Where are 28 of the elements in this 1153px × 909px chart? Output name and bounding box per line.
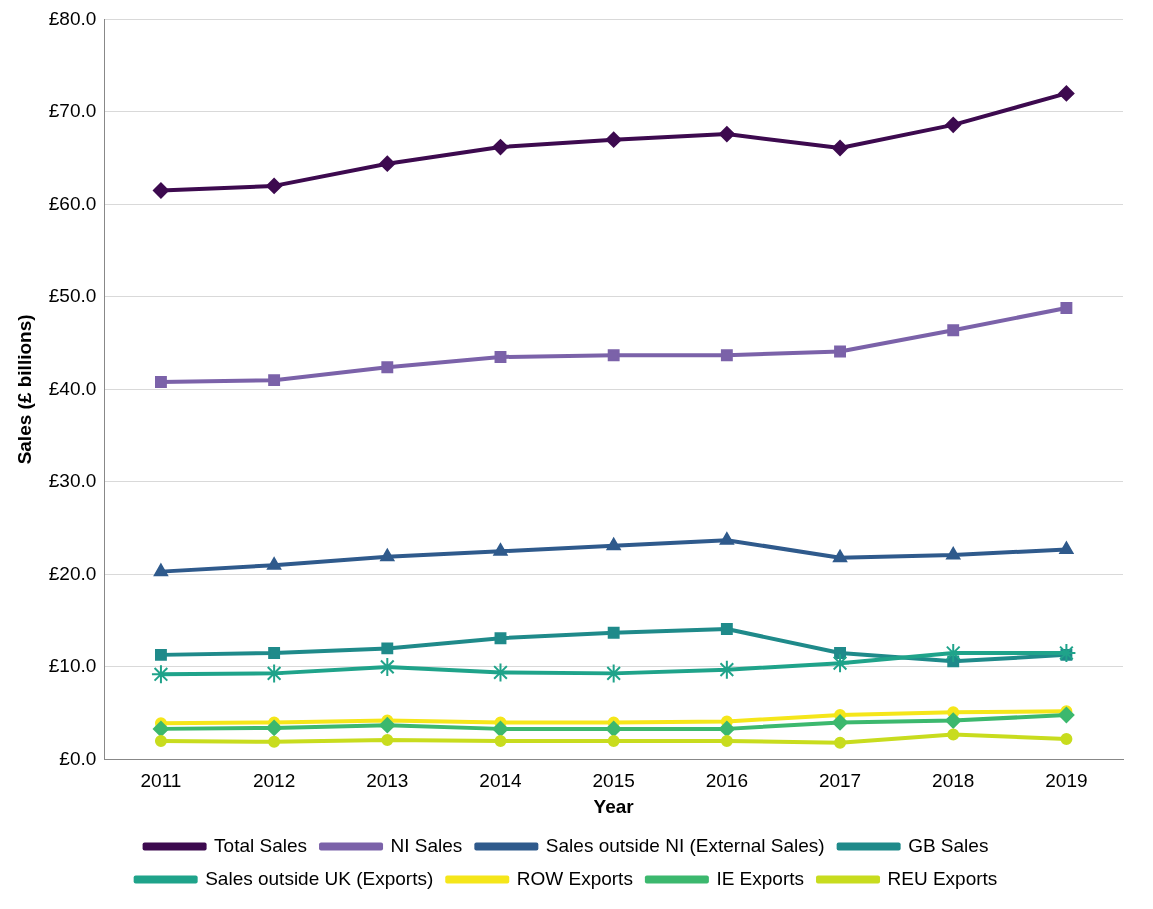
x-tick-label: 2019 [1045,770,1088,792]
y-tick-label: £40.0 [48,377,97,399]
y-tick-label: £10.0 [48,655,97,677]
x-tick-label: 2012 [252,770,296,792]
y-tick-label: £20.0 [48,562,97,584]
x-tick-label: 2017 [818,770,862,792]
legend-label: Sales outside NI (External Sales) [545,834,825,856]
y-tick-label: £30.0 [48,470,97,492]
legend-label: REU Exports [887,867,998,889]
y-tick-label: £70.0 [48,100,97,122]
x-tick-label: 2014 [479,770,523,792]
legend-label: ROW Exports [516,867,633,889]
x-tick-label: 2016 [705,770,748,792]
y-tick-label: £60.0 [48,192,97,214]
x-tick-label: 2015 [592,770,635,792]
y-axis-title: Sales (£ billions) [13,314,35,465]
legend-label: IE Exports [716,867,805,889]
y-tick-label: £50.0 [48,285,97,307]
legend-label: GB Sales [908,834,989,856]
y-tick-label: £0.0 [59,747,97,769]
legend-label: Sales outside UK (Exports) [205,867,434,889]
legend-label: NI Sales [390,834,463,856]
y-tick-label: £80.0 [48,7,97,29]
x-tick-label: 2013 [366,770,409,792]
x-tick-label: 2011 [140,770,182,792]
legend-label: Total Sales [214,834,308,856]
x-axis-title: Year [593,795,635,817]
x-tick-label: 2018 [932,770,975,792]
